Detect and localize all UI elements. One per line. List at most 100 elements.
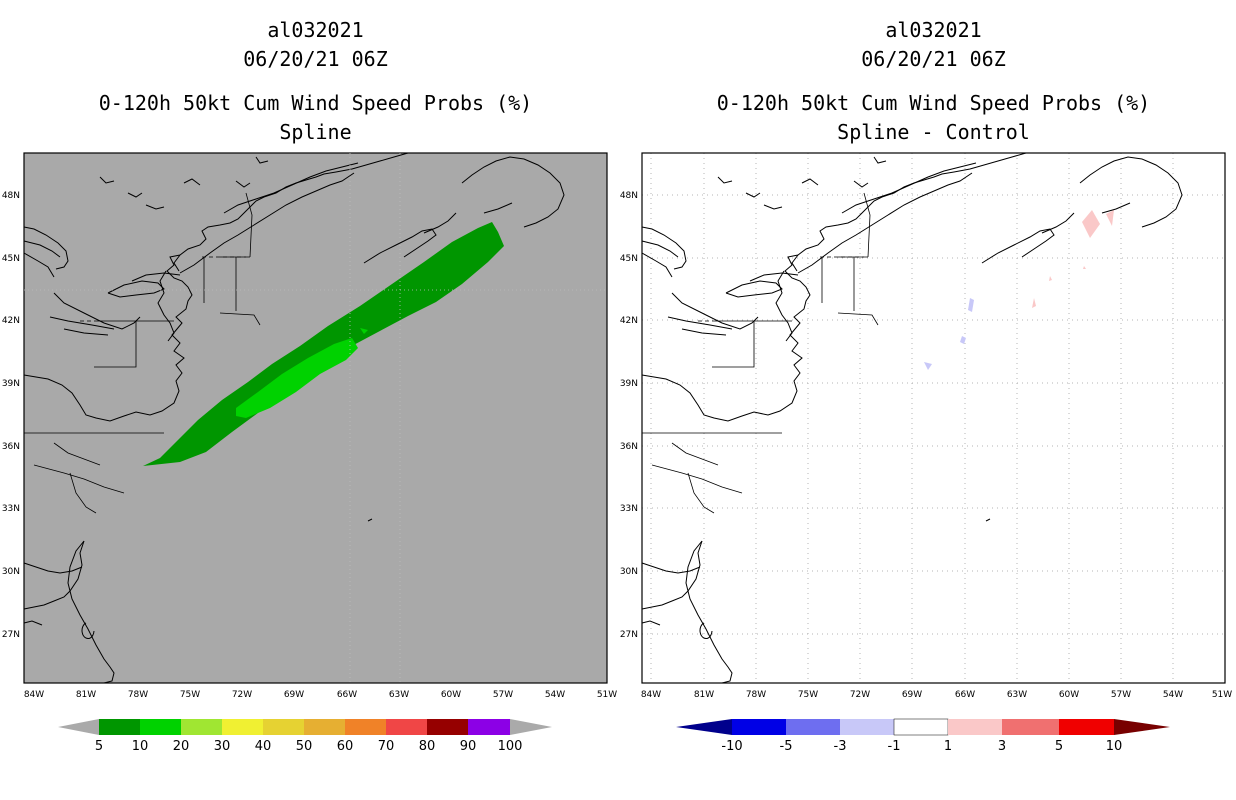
left-datetime: 06/20/21 06Z xyxy=(243,47,388,71)
right-map-frame xyxy=(641,152,1226,684)
right-panel-title: al032021 06/20/21 06Z 0-120h 50kt Cum Wi… xyxy=(642,16,1225,147)
right-lat-label: 27N xyxy=(620,630,638,640)
left-colorbar: 5 10 20 30 40 50 60 70 80 90 100 xyxy=(58,719,552,754)
left-map-background xyxy=(24,153,607,683)
left-lon-label: 60W xyxy=(441,690,461,700)
right-colorbar-label: -1 xyxy=(888,739,901,754)
left-panel-title: al032021 06/20/21 06Z 0-120h 50kt Cum Wi… xyxy=(24,16,607,147)
right-lon-label: 78W xyxy=(746,690,766,700)
left-colorbar-high-end xyxy=(510,719,552,735)
left-lat-label: 48N xyxy=(2,191,20,201)
right-colorbar-label: -10 xyxy=(721,739,742,754)
right-colorbar-label: 1 xyxy=(944,739,952,754)
right-lon-label: 51W xyxy=(1212,690,1232,700)
right-lon-label: 84W xyxy=(641,690,661,700)
left-lon-label: 84W xyxy=(24,690,44,700)
left-colorbar-swatch xyxy=(140,719,181,735)
left-lat-label: 42N xyxy=(2,316,20,326)
right-storm-id: al032021 xyxy=(885,18,982,42)
right-grid xyxy=(642,153,1225,683)
diff-negative-blob-3 xyxy=(924,362,932,370)
right-colorbar-swatch xyxy=(1059,719,1114,735)
right-colorbar-swatch xyxy=(893,718,949,736)
left-lon-label: 75W xyxy=(180,690,200,700)
left-colorbar-label: 100 xyxy=(498,739,523,754)
right-product: 0-120h 50kt Cum Wind Speed Probs (%) xyxy=(716,91,1151,115)
right-lat-label: 30N xyxy=(620,567,638,577)
right-colorbar-high-end xyxy=(1114,719,1170,735)
left-colorbar-label: 70 xyxy=(378,739,395,754)
right-lon-label: 75W xyxy=(798,690,818,700)
right-colorbar-swatch xyxy=(1002,719,1059,735)
right-colorbar-label: 3 xyxy=(998,739,1006,754)
left-storm-id: al032021 xyxy=(267,18,364,42)
left-colorbar-label: 30 xyxy=(214,739,231,754)
right-colorbar-label: -3 xyxy=(834,739,847,754)
left-lon-label: 51W xyxy=(597,690,617,700)
left-colorbar-swatch xyxy=(181,719,222,735)
right-lon-label: 57W xyxy=(1111,690,1131,700)
left-lat-label: 27N xyxy=(2,630,20,640)
right-subtitle: Spline - Control xyxy=(837,120,1030,144)
diff-positive-blob-5 xyxy=(1083,266,1086,269)
right-lon-label: 60W xyxy=(1059,690,1079,700)
left-lon-label: 57W xyxy=(493,690,513,700)
right-datetime: 06/20/21 06Z xyxy=(861,47,1006,71)
left-lon-label: 66W xyxy=(337,690,357,700)
diff-positive-blob-3 xyxy=(1032,298,1036,308)
left-colorbar-label: 60 xyxy=(337,739,354,754)
left-map-panel xyxy=(23,152,608,684)
left-lat-label: 39N xyxy=(2,379,20,389)
left-colorbar-label: 90 xyxy=(460,739,477,754)
right-lat-label: 48N xyxy=(620,191,638,201)
right-lon-label: 72W xyxy=(850,690,870,700)
left-lon-label: 78W xyxy=(128,690,148,700)
left-colorbar-label: 80 xyxy=(419,739,436,754)
right-colorbar-label: -5 xyxy=(780,739,793,754)
right-lat-label: 42N xyxy=(620,316,638,326)
left-subtitle: Spline xyxy=(279,120,352,144)
left-product: 0-120h 50kt Cum Wind Speed Probs (%) xyxy=(98,91,533,115)
right-lat-label: 33N xyxy=(620,504,638,514)
right-colorbar-swatch xyxy=(786,719,840,735)
right-lon-label: 66W xyxy=(955,690,975,700)
diff-negative-blob-2 xyxy=(960,336,966,344)
right-axis-labels: 84W 81W 78W 75W 72W 69W 66W 63W 60W 57W … xyxy=(620,191,1232,700)
left-colorbar-swatch xyxy=(222,719,263,735)
left-colorbar-swatch xyxy=(427,719,468,735)
left-colorbar-label: 40 xyxy=(255,739,272,754)
prob-contour-5 xyxy=(143,222,504,466)
right-lat-label: 36N xyxy=(620,442,638,452)
right-lon-label: 54W xyxy=(1163,690,1183,700)
left-lat-label: 36N xyxy=(2,442,20,452)
left-colorbar-swatch xyxy=(99,719,140,735)
diff-positive-blob-4 xyxy=(1049,276,1052,281)
right-map-panel xyxy=(641,152,1226,684)
right-lat-label: 39N xyxy=(620,379,638,389)
right-lat-label: 45N xyxy=(620,254,638,264)
left-lon-label: 72W xyxy=(232,690,252,700)
left-colorbar-swatch xyxy=(345,719,386,735)
right-colorbar-label: 5 xyxy=(1055,739,1063,754)
diff-negative-blob-1 xyxy=(968,298,974,312)
left-colorbar-label: 10 xyxy=(132,739,149,754)
left-lon-label: 69W xyxy=(284,690,304,700)
diff-positive-blob-2 xyxy=(1106,210,1114,226)
left-colorbar-label: 20 xyxy=(173,739,190,754)
right-colorbar-low-end xyxy=(676,719,732,735)
right-lon-label: 63W xyxy=(1007,690,1027,700)
left-colorbar-low-end xyxy=(58,719,99,735)
right-lon-label: 69W xyxy=(902,690,922,700)
right-colorbar-swatch xyxy=(948,719,1002,735)
left-lon-label: 81W xyxy=(76,690,96,700)
right-colorbar-swatch xyxy=(732,719,786,735)
left-lat-label: 30N xyxy=(2,567,20,577)
prob-contour-10-small xyxy=(360,328,368,334)
diff-positive-blob-1 xyxy=(1082,210,1100,238)
right-lon-label: 81W xyxy=(694,690,714,700)
left-colorbar-swatch xyxy=(468,719,510,735)
left-colorbar-swatch xyxy=(263,719,304,735)
left-lat-label: 45N xyxy=(2,254,20,264)
left-lon-label: 63W xyxy=(389,690,409,700)
